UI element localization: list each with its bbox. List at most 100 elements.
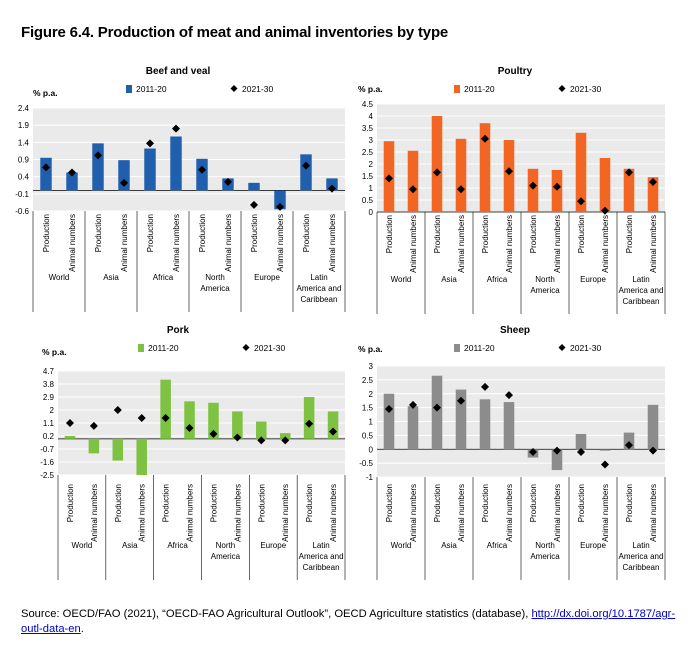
- marker: [457, 396, 465, 405]
- x-tick-label: Animal numbers: [186, 484, 195, 542]
- bar: [92, 143, 104, 191]
- group-label-line: North: [535, 541, 555, 550]
- marker: [198, 165, 206, 174]
- x-tick-label: Animal numbers: [224, 214, 233, 272]
- marker: [649, 446, 657, 455]
- marker: [457, 185, 465, 194]
- bar: [326, 178, 338, 191]
- y-axis-label: % p.a.: [42, 347, 67, 357]
- bar: [118, 160, 130, 191]
- bar: [383, 393, 395, 450]
- bar: [144, 148, 156, 191]
- source-text: Source: OECD/FAO (2021), “OECD-FAO Agric…: [21, 608, 532, 620]
- x-tick-label: Production: [94, 214, 103, 252]
- bar: [479, 399, 491, 450]
- bar: [303, 397, 315, 439]
- x-tick-label: Production: [433, 484, 442, 522]
- group-label: World: [391, 541, 412, 550]
- legend-label: 2021-30: [570, 343, 601, 353]
- bar: [647, 177, 659, 212]
- y-tick-label: 1.4: [18, 138, 30, 147]
- chart-panel: Pork 2011-20 2021-30 % p.a. 4.7 3.8 2.9 2 1.1 0.2…: [40, 325, 346, 580]
- group-label-line: America: [211, 552, 241, 561]
- y-axis-label: % p.a.: [33, 88, 58, 98]
- group-label: Europe: [580, 275, 606, 284]
- bar: [40, 157, 52, 191]
- marker: [257, 436, 266, 445]
- group-label-line: North: [205, 273, 225, 282]
- group-label-line: Latin: [632, 541, 649, 550]
- group-label-line: Africa: [487, 541, 508, 550]
- legend-swatch: [138, 344, 144, 352]
- bar: [248, 182, 260, 191]
- marker: [409, 185, 417, 194]
- group-label: Asia: [103, 273, 119, 282]
- marker: [481, 382, 489, 391]
- y-tick-label: 2: [369, 160, 374, 169]
- marker: [276, 202, 284, 211]
- marker: [385, 405, 393, 414]
- group-label-line: Africa: [487, 275, 508, 284]
- y-tick-label: 2.9: [43, 393, 55, 402]
- marker: [302, 161, 310, 170]
- x-tick-label: Animal numbers: [172, 214, 181, 272]
- x-tick-label: Production: [42, 214, 51, 252]
- source-link[interactable]: http://dx.doi.org/10.1787/agr-outl-data-…: [21, 608, 676, 635]
- marker: [250, 200, 258, 209]
- legend-label: 2011-20: [464, 84, 495, 94]
- y-tick-label: 0: [369, 208, 374, 217]
- legend-marker: [558, 85, 566, 92]
- bar: [599, 158, 611, 212]
- group-label: Asia: [441, 275, 457, 284]
- x-tick-label: Animal numbers: [505, 484, 514, 542]
- group-label: Latin America and Caribbean: [299, 541, 344, 572]
- x-tick-label: Animal numbers: [649, 215, 658, 273]
- group-label: North America: [530, 541, 560, 561]
- bar: [455, 138, 467, 212]
- y-tick-label: 2: [50, 406, 55, 415]
- y-axis-label: % p.a.: [358, 84, 383, 94]
- marker: [224, 177, 232, 186]
- y-axis-label: % p.a.: [358, 344, 383, 354]
- group-label: Latin America and Caribbean: [619, 275, 664, 306]
- marker: [146, 139, 154, 148]
- bar: [274, 190, 286, 210]
- x-tick-label: Production: [305, 484, 314, 522]
- x-tick-label: Production: [209, 484, 218, 522]
- figure-title: Figure 6.4. Production of meat and anima…: [21, 24, 449, 41]
- group-label-line: America: [530, 552, 560, 561]
- y-tick-label: -0.7: [40, 445, 54, 454]
- y-tick-label: 0.2: [43, 432, 55, 441]
- bar: [170, 136, 182, 191]
- y-tick-label: 3.5: [362, 124, 374, 133]
- bar: [300, 154, 312, 191]
- bar: [279, 433, 291, 439]
- chart-title: Pork: [167, 325, 190, 336]
- y-tick-label: -0.1: [15, 190, 29, 199]
- x-tick-label: Production: [162, 484, 171, 522]
- bar: [160, 379, 171, 439]
- x-tick-label: Animal numbers: [553, 215, 562, 273]
- bar: [527, 168, 539, 212]
- x-tick-label: Production: [481, 484, 490, 522]
- group-label: World: [72, 541, 93, 550]
- bar: [575, 132, 587, 212]
- marker: [281, 436, 290, 445]
- plot-area: [377, 104, 665, 212]
- x-tick-label: Animal numbers: [601, 484, 610, 542]
- marker: [625, 168, 633, 177]
- group-label-line: North: [535, 275, 555, 284]
- y-tick-label: 1.5: [362, 172, 374, 181]
- x-tick-label: Production: [625, 215, 634, 253]
- x-tick-label: Production: [66, 484, 75, 522]
- legend-marker: [230, 85, 238, 92]
- bar: [551, 449, 563, 471]
- x-tick-label: Animal numbers: [329, 484, 338, 542]
- group-label-line: America and: [297, 284, 342, 293]
- group-label: Europe: [260, 541, 286, 550]
- bar: [112, 438, 124, 461]
- x-tick-label: Production: [433, 215, 442, 253]
- y-tick-label: 4.5: [362, 100, 374, 109]
